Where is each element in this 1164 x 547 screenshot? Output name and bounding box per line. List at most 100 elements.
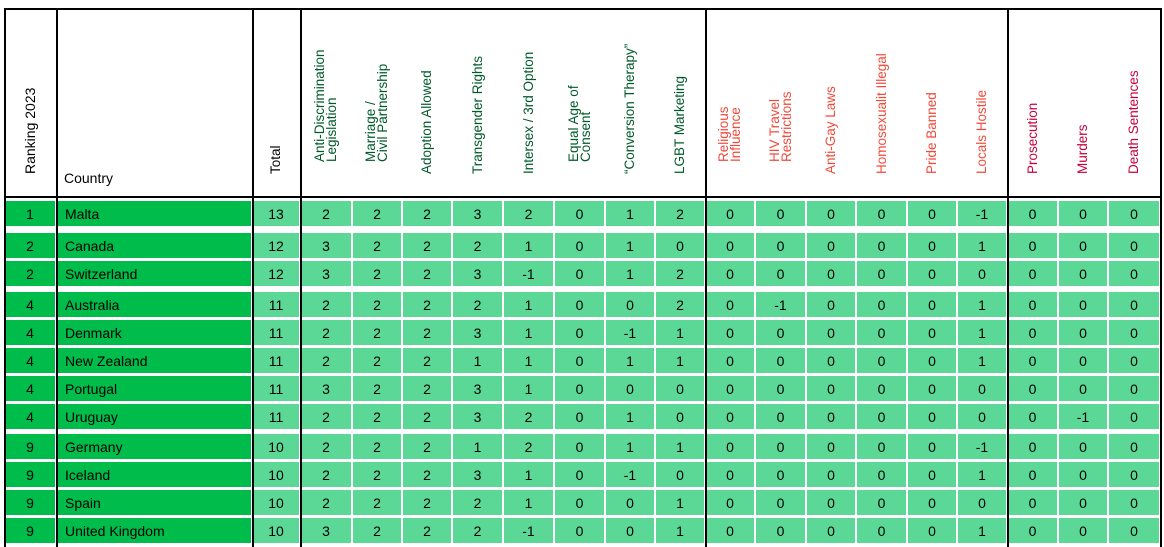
score-cell: 0 <box>1109 348 1159 373</box>
score-cell: 0 <box>1008 233 1057 258</box>
country-cell: Germany <box>57 434 251 459</box>
score-cell: 0 <box>555 404 604 429</box>
rank-cell: 4 <box>5 292 55 317</box>
header-label: Murders <box>1075 124 1090 174</box>
header-intersex-3rd-option: Intersex / 3rd Option <box>503 0 554 196</box>
score-cell: 1 <box>656 348 704 373</box>
score-cell: 0 <box>656 376 704 401</box>
score-cell: 0 <box>555 233 604 258</box>
score-cell: 0 <box>756 201 805 226</box>
score-cell: 0 <box>1059 292 1107 317</box>
score-cell: 0 <box>1008 292 1057 317</box>
score-cell: 2 <box>403 518 451 543</box>
header-transgender-rights: Transgender Rights <box>452 0 503 196</box>
rank-cell: 2 <box>5 261 55 286</box>
divider-line <box>1007 8 1009 547</box>
score-cell: 0 <box>1059 233 1107 258</box>
score-cell: 1 <box>656 490 704 515</box>
score-cell: 0 <box>756 490 805 515</box>
score-cell: 1 <box>504 320 553 345</box>
score-cell: 0 <box>1109 376 1159 401</box>
header-murders: Murders <box>1058 0 1108 196</box>
score-cell: 0 <box>706 376 754 401</box>
score-cell: 0 <box>908 320 956 345</box>
score-cell: 1 <box>504 462 553 487</box>
score-cell: 0 <box>908 518 956 543</box>
score-cell: 3 <box>453 462 502 487</box>
rank-cell: 9 <box>5 462 55 487</box>
score-cell: 0 <box>1109 233 1159 258</box>
header-marriage-civil-partnership: Marriage / Civil Partnership <box>352 0 402 196</box>
score-cell: 1 <box>606 261 654 286</box>
header-homosexualit-illegal: Homosexualit Illegal <box>856 0 907 196</box>
score-cell: 3 <box>453 404 502 429</box>
header-label: Country <box>64 170 114 186</box>
rank-cell: 4 <box>5 320 55 345</box>
score-cell: 0 <box>555 292 604 317</box>
score-cell: 2 <box>403 462 451 487</box>
rank-cell: 9 <box>5 518 55 543</box>
header-label: Religious Influence <box>716 106 743 162</box>
score-cell: 1 <box>453 348 502 373</box>
score-cell: 0 <box>555 518 604 543</box>
score-cell: 0 <box>756 261 805 286</box>
score-cell: 0 <box>807 201 855 226</box>
score-cell: 0 <box>1059 261 1107 286</box>
score-cell: 0 <box>857 292 906 317</box>
score-cell: 0 <box>706 490 754 515</box>
score-cell: 0 <box>857 434 906 459</box>
score-cell: 0 <box>756 518 805 543</box>
score-cell: 3 <box>301 233 351 258</box>
score-cell: 0 <box>958 376 1006 401</box>
score-cell: 2 <box>353 490 401 515</box>
total-cell: 11 <box>253 348 299 373</box>
score-cell: 0 <box>706 233 754 258</box>
score-cell: 2 <box>403 201 451 226</box>
header-label: HIV Travel Restrictions <box>766 91 794 162</box>
score-cell: 0 <box>958 404 1006 429</box>
score-cell: 0 <box>1059 201 1107 226</box>
score-cell: 1 <box>606 434 654 459</box>
total-cell: 10 <box>253 490 299 515</box>
score-cell: 0 <box>555 201 604 226</box>
score-cell: 0 <box>756 404 805 429</box>
score-cell: 0 <box>1109 320 1159 345</box>
score-cell: 0 <box>908 261 956 286</box>
score-cell: 0 <box>606 292 654 317</box>
score-cell: 2 <box>403 348 451 373</box>
header-label: Transgender Rights <box>469 55 485 174</box>
score-cell: 0 <box>807 462 855 487</box>
score-cell: 0 <box>908 404 956 429</box>
score-cell: 0 <box>1109 261 1159 286</box>
score-cell: 2 <box>504 434 553 459</box>
header-label: Prosecution <box>1024 102 1040 174</box>
score-cell: 2 <box>656 261 704 286</box>
score-cell: -1 <box>504 261 553 286</box>
score-cell: 0 <box>706 261 754 286</box>
header-prosecution: Prosecution <box>1007 0 1058 196</box>
score-cell: 0 <box>908 376 956 401</box>
score-cell: 1 <box>606 404 654 429</box>
score-cell: 0 <box>807 404 855 429</box>
header-label: Equal Age of Consent <box>565 85 593 162</box>
score-cell: 0 <box>706 404 754 429</box>
score-cell: 2 <box>353 376 401 401</box>
score-cell: 0 <box>1008 348 1057 373</box>
score-cell: 0 <box>908 292 956 317</box>
score-cell: -1 <box>958 201 1006 226</box>
divider-line <box>252 8 254 547</box>
header-label: Anti-Gay Laws <box>823 86 838 174</box>
score-cell: 0 <box>807 490 855 515</box>
score-cell: 0 <box>555 376 604 401</box>
header-adoption-allowed: Adoption Allowed <box>402 0 452 196</box>
country-cell: Portugal <box>57 376 251 401</box>
header-label: LGBT Marketing <box>672 75 687 174</box>
score-cell: 1 <box>958 233 1006 258</box>
score-cell: 0 <box>1008 490 1057 515</box>
score-cell: 0 <box>908 462 956 487</box>
score-cell: 0 <box>1109 201 1159 226</box>
score-cell: 2 <box>353 518 401 543</box>
country-cell: Switzerland <box>57 261 251 286</box>
total-cell: 11 <box>253 404 299 429</box>
score-cell: 0 <box>756 233 805 258</box>
